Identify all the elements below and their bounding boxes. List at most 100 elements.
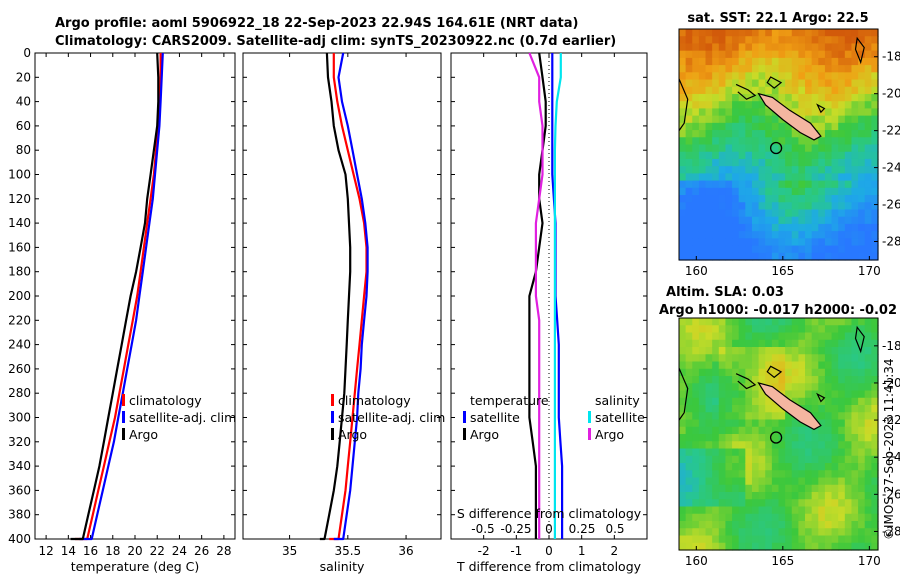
map_sst-cell [858,50,866,59]
map_sst-cell [805,137,813,146]
map_sst-cell [798,223,806,232]
map_sla-cell [864,347,872,355]
map_sla-cell [765,455,773,464]
map_sst-cell [871,93,879,102]
map_sst-cell [858,187,866,196]
map_sla-cell [818,499,826,508]
map_sst-cell [765,137,773,146]
map_sst-cell [778,158,786,167]
map_sst-cell [818,180,826,189]
map_sla-cell [805,441,813,450]
map_sla-cell [785,441,793,450]
map_sst-cell [718,231,727,239]
map_sst-cell [738,93,746,102]
temperature-xtick-label: 18 [105,544,120,558]
map_sla-cell [798,528,806,537]
map_sla-cell [771,535,780,544]
map_sla-cell [851,441,859,450]
map_sla-cell [851,368,859,377]
map_sla-cell [824,463,833,471]
map_sla-cell [712,390,720,399]
map_sla-cell [818,390,826,399]
map_sst-cell [858,137,866,146]
map_sla-cell [705,318,713,326]
map_sla-cell [818,513,826,522]
map_sla-cell [725,426,733,435]
map_sst-cell [785,43,793,52]
map_sla-cell [732,325,740,334]
map_sla-cell [785,376,793,384]
map_sst-cell [679,72,687,81]
map_sst-cell [785,209,793,218]
map_sla-cell [778,354,786,363]
map_sst-cell [758,180,766,189]
map_sla-cell [712,499,720,508]
map_sla-cell [765,477,773,486]
map_sla-cell [811,492,819,500]
depth-tick-label: 380 [8,508,31,522]
map_sla-cell [698,426,707,435]
map_sst-cell [778,202,786,211]
map_sla-cell [858,332,866,341]
map_sst-cell [732,195,740,203]
map_sla-cell [738,412,746,421]
map_sla-cell [771,455,780,464]
map_sst-cell [805,245,813,254]
map_sst-cell [858,216,866,225]
map_sla-cell [705,368,713,377]
map_sst-cell [844,86,853,95]
differences-xlabel: T difference from climatology [456,559,642,574]
map_sst-cell [679,202,687,211]
map_sla-cell [778,383,786,392]
map_sla-cell [751,318,760,326]
map_sst-cell [738,86,746,95]
map_sla-cell [738,434,746,442]
map_sst-cell [732,202,740,211]
map_sst-cell [798,86,806,95]
map_sst-cell [758,65,766,73]
map_sla-cell [791,434,799,442]
map_sst-cell [758,216,766,225]
map_sla-cell [685,383,693,392]
map_sst-cell [778,122,786,131]
salinity-legend-swatch [331,428,334,440]
map_sla-cell [732,499,740,508]
map_sla-cell [738,325,746,334]
map_sst-cell [851,187,859,196]
map_sla-cell [718,455,727,464]
map_sst-cell [811,202,819,211]
map_sla-cell [771,339,780,348]
map_sst-cell [818,36,826,45]
map_sla-cell [844,448,853,457]
sst-map-panel: sat. SST: 22.1 Argo: 22.5 160 165 170-18-2… [678,11,900,278]
salinity-difference-tick-label: 0.25 [569,522,596,536]
map_sst-cell [864,209,872,218]
map_sst-cell [751,101,760,110]
map_sst-cell [851,122,859,131]
map_sst-cell [712,158,720,167]
map_sla-cell [851,325,859,334]
map_sst-cell [712,173,720,182]
map_sla-cell [818,477,826,486]
map_sst-cell [718,130,727,138]
map_sla-cell [732,390,740,399]
map_sst-cell [685,43,693,52]
map_sla-cell [871,412,879,421]
map_sla-cell [705,434,713,442]
map_sla-cell [831,441,839,450]
map_sst-cell [871,50,879,59]
map_sla-cell [871,521,879,529]
map_sst-cell [732,79,740,88]
map_sst-cell [745,79,753,88]
map_sla-cell [785,419,793,428]
map_sla-cell [692,339,700,348]
map_sst-cell [851,209,859,218]
map_sst-cell [692,130,700,138]
temperature-series-climatology [75,53,162,541]
map_sla-cell [785,535,793,544]
temperature-xtick-label: 22 [150,544,165,558]
map_sst-cell [805,209,813,218]
map_sla-cell [738,535,746,544]
map_sst-cell [745,72,753,81]
map_sla-cell [778,477,786,486]
